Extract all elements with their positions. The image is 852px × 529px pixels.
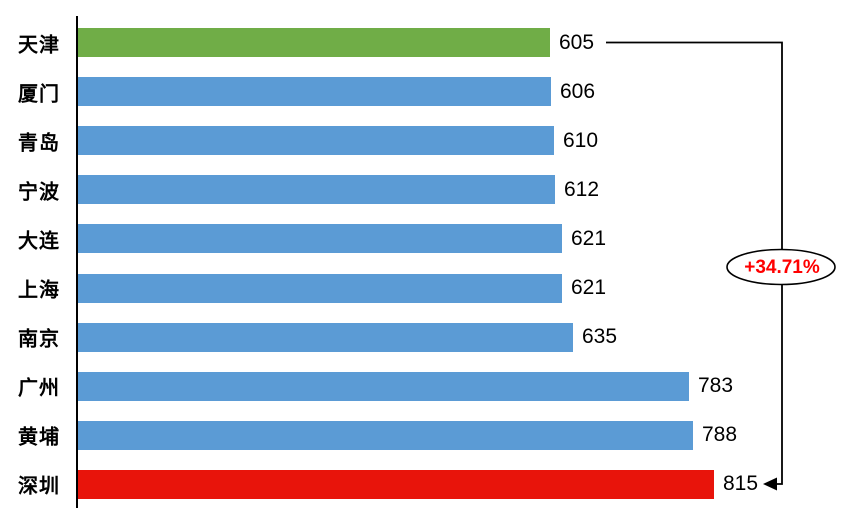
data-bar [78, 420, 693, 450]
chart-row: 黄埔 788 [0, 420, 852, 450]
category-label: 上海 [18, 279, 60, 302]
chart-row: 宁波 612 [0, 175, 852, 205]
value-label: 610 [563, 128, 599, 152]
chart-row: 青岛 610 [0, 126, 852, 156]
category-label: 南京 [18, 328, 60, 351]
data-bar [78, 322, 573, 352]
y-axis-line [76, 16, 78, 508]
data-bar [78, 77, 551, 107]
category-label: 宁波 [18, 181, 60, 204]
value-label: 612 [564, 177, 600, 201]
value-label: 635 [582, 325, 618, 349]
chart-row: 深圳 815 [0, 469, 852, 499]
chart-row: 厦门 606 [0, 77, 852, 107]
category-label: 大连 [18, 230, 60, 253]
data-bar [78, 28, 550, 57]
data-bar [78, 175, 555, 205]
data-bar [78, 126, 554, 156]
value-label: 783 [698, 374, 734, 398]
category-label: 黄埔 [18, 426, 60, 449]
value-label: 788 [702, 423, 738, 447]
chart-row: 南京 635 [0, 322, 852, 352]
category-label: 天津 [18, 34, 60, 56]
growth-annotation: +34.71% [727, 256, 837, 279]
chart-row: 广州 783 [0, 371, 852, 401]
category-label: 广州 [18, 377, 60, 400]
growth-annotation-text: +34.71% [744, 257, 820, 278]
data-bar [78, 273, 562, 303]
category-label: 青岛 [18, 132, 60, 155]
value-label: 605 [559, 30, 595, 54]
data-bar [78, 371, 689, 401]
category-label: 深圳 [18, 475, 60, 498]
chart-row: 上海 621 [0, 273, 852, 303]
value-label: 621 [571, 276, 607, 299]
chart-row: 天津 605 [0, 28, 852, 57]
data-bar [78, 224, 562, 254]
data-bar [78, 469, 714, 499]
value-label: 621 [571, 226, 607, 250]
value-label: 815 [723, 472, 759, 496]
chart-row: 大连 621 [0, 224, 852, 254]
category-label: 厦门 [18, 83, 60, 106]
value-label: 606 [560, 79, 596, 103]
